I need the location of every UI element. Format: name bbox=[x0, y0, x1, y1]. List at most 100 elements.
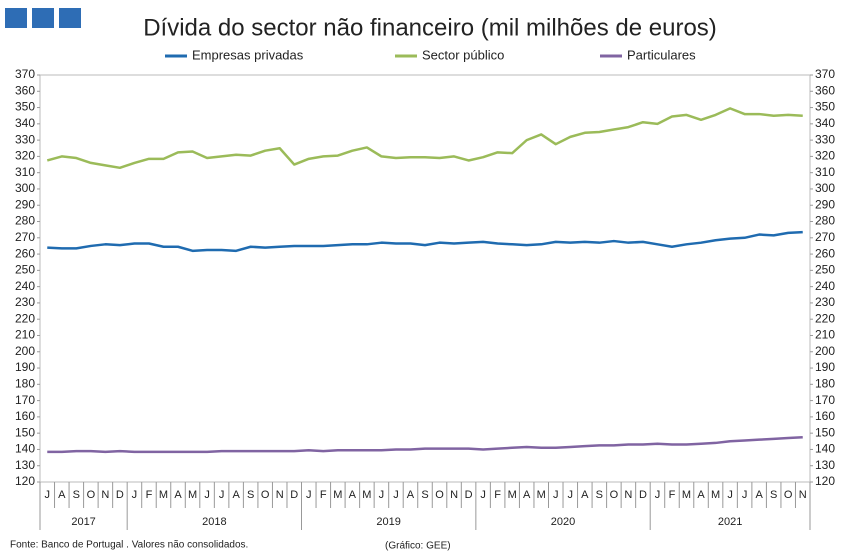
x-tick-label: J bbox=[204, 489, 210, 501]
x-tick-label: J bbox=[132, 489, 138, 501]
x-tick-label: O bbox=[435, 489, 444, 501]
y2-tick-label: 120 bbox=[815, 474, 835, 488]
y-tick-label: 270 bbox=[15, 230, 35, 244]
x-tick-label: J bbox=[219, 489, 225, 501]
logo-square bbox=[59, 8, 81, 28]
y-tick-label: 220 bbox=[15, 311, 35, 325]
y-tick-label: 170 bbox=[15, 393, 35, 407]
x-tick-label: M bbox=[333, 489, 342, 501]
x-tick-label: J bbox=[727, 489, 733, 501]
x-tick-label: S bbox=[596, 489, 603, 501]
x-tick-label: O bbox=[261, 489, 270, 501]
y-tick-label: 120 bbox=[15, 474, 35, 488]
x-tick-label: M bbox=[159, 489, 168, 501]
plot-frame bbox=[39, 74, 811, 483]
year-label: 2019 bbox=[376, 516, 400, 528]
y2-tick-label: 290 bbox=[815, 197, 835, 211]
x-tick-label: S bbox=[770, 489, 777, 501]
x-tick-label: A bbox=[523, 489, 531, 501]
y2-tick-label: 340 bbox=[815, 116, 835, 130]
x-tick-label: D bbox=[290, 489, 298, 501]
y-tick-label: 200 bbox=[15, 344, 35, 358]
x-tick-label: M bbox=[508, 489, 517, 501]
x-tick-label: M bbox=[537, 489, 546, 501]
x-tick-label: F bbox=[146, 489, 153, 501]
x-tick-label: S bbox=[73, 489, 80, 501]
x-tick-label: A bbox=[174, 489, 182, 501]
x-tick-label: A bbox=[349, 489, 357, 501]
y-tick-label: 180 bbox=[15, 376, 35, 390]
chart-title: Dívida do sector não financeiro (mil mil… bbox=[143, 14, 717, 41]
y-tick-label: 370 bbox=[15, 67, 35, 81]
y2-tick-label: 310 bbox=[815, 165, 835, 179]
y2-tick-label: 260 bbox=[815, 246, 835, 260]
logo-square bbox=[5, 8, 27, 28]
y2-tick-label: 220 bbox=[815, 311, 835, 325]
logo-square bbox=[32, 8, 54, 28]
x-tick-label: J bbox=[480, 489, 486, 501]
y-tick-label: 210 bbox=[15, 328, 35, 342]
y2-tick-label: 360 bbox=[815, 83, 835, 97]
y2-tick-label: 190 bbox=[815, 360, 835, 374]
x-tick-label: D bbox=[639, 489, 647, 501]
y2-tick-label: 130 bbox=[815, 458, 835, 472]
y-tick-label: 310 bbox=[15, 165, 35, 179]
x-tick-label: O bbox=[87, 489, 96, 501]
x-tick-label: D bbox=[465, 489, 473, 501]
x-tick-label: N bbox=[276, 489, 284, 501]
y-tick-label: 130 bbox=[15, 458, 35, 472]
y-tick-label: 330 bbox=[15, 132, 35, 146]
y-tick-label: 300 bbox=[15, 181, 35, 195]
x-tick-label: M bbox=[682, 489, 691, 501]
x-tick-label: O bbox=[784, 489, 793, 501]
x-tick-label: A bbox=[581, 489, 589, 501]
y-tick-label: 140 bbox=[15, 442, 35, 456]
x-tick-label: S bbox=[421, 489, 428, 501]
y2-tick-label: 210 bbox=[815, 328, 835, 342]
x-tick-label: N bbox=[101, 489, 109, 501]
y-tick-label: 160 bbox=[15, 409, 35, 423]
y2-tick-label: 200 bbox=[815, 344, 835, 358]
year-label: 2020 bbox=[551, 516, 575, 528]
x-tick-label: A bbox=[697, 489, 705, 501]
x-tick-label: N bbox=[450, 489, 458, 501]
x-tick-label: J bbox=[379, 489, 385, 501]
year-label: 2021 bbox=[718, 516, 742, 528]
y2-tick-label: 330 bbox=[815, 132, 835, 146]
legend-label: Empresas privadas bbox=[192, 47, 304, 62]
y2-tick-label: 270 bbox=[815, 230, 835, 244]
x-tick-label: D bbox=[116, 489, 124, 501]
y2-tick-label: 180 bbox=[815, 376, 835, 390]
x-tick-label: S bbox=[247, 489, 254, 501]
y-tick-label: 230 bbox=[15, 295, 35, 309]
source: Fonte: Banco de Portugal . Valores não c… bbox=[10, 540, 248, 551]
x-tick-label: J bbox=[393, 489, 399, 501]
y-tick-label: 320 bbox=[15, 149, 35, 163]
y-tick-label: 360 bbox=[15, 83, 35, 97]
y-tick-label: 260 bbox=[15, 246, 35, 260]
series-line bbox=[47, 230, 803, 253]
x-tick-label: J bbox=[655, 489, 661, 501]
y2-tick-label: 280 bbox=[815, 214, 835, 228]
y-tick-label: 240 bbox=[15, 279, 35, 293]
y-tick-label: 280 bbox=[15, 214, 35, 228]
y-tick-label: 290 bbox=[15, 197, 35, 211]
year-label: 2017 bbox=[71, 516, 95, 528]
legend-label: Particulares bbox=[627, 47, 696, 62]
x-tick-label: N bbox=[624, 489, 632, 501]
x-tick-label: J bbox=[306, 489, 312, 501]
series-line bbox=[46, 107, 803, 170]
credit: (Gráfico: GEE) bbox=[385, 541, 451, 552]
y2-tick-label: 240 bbox=[815, 279, 835, 293]
legend-label: Sector público bbox=[422, 47, 504, 62]
y-tick-label: 340 bbox=[15, 116, 35, 130]
x-tick-label: A bbox=[407, 489, 415, 501]
x-tick-label: J bbox=[742, 489, 748, 501]
x-tick-label: F bbox=[320, 489, 327, 501]
y2-tick-label: 350 bbox=[815, 100, 835, 114]
y2-tick-label: 250 bbox=[815, 263, 835, 277]
x-tick-label: M bbox=[711, 489, 720, 501]
y-tick-label: 250 bbox=[15, 263, 35, 277]
x-tick-label: J bbox=[568, 489, 574, 501]
